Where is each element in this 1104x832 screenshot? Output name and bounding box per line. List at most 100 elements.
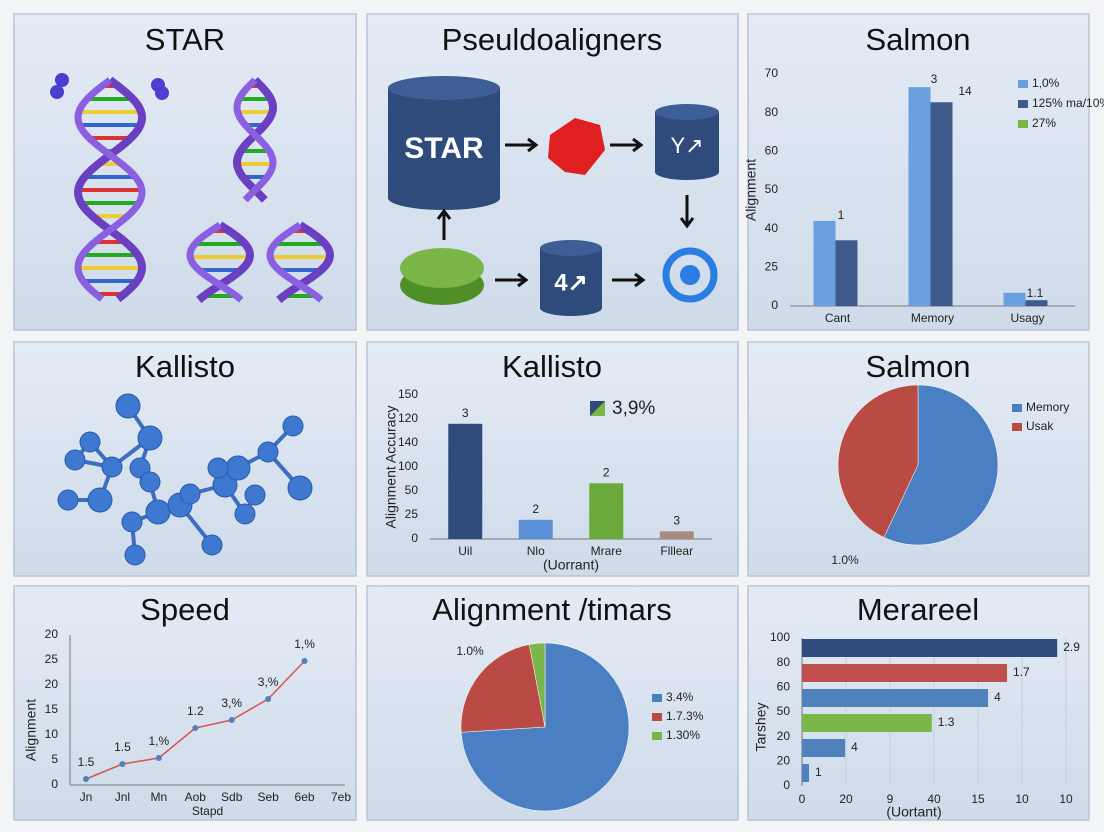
bar <box>802 714 932 732</box>
y-tick-label: 20 <box>777 729 791 743</box>
bar <box>835 240 858 306</box>
y-axis-label: Alignment Accuracy <box>383 406 399 529</box>
annotation: 1 <box>815 765 822 779</box>
annotation: 1,% <box>149 734 170 748</box>
y-tick-label: 140 <box>398 435 418 449</box>
bar <box>813 220 836 306</box>
legend-swatch <box>1018 100 1028 108</box>
x-tick-label: 40 <box>927 792 941 806</box>
x-tick-label: 7eb <box>331 790 351 804</box>
marker <box>119 761 126 767</box>
y-axis-label: Alignment <box>743 159 759 221</box>
helix-strand <box>196 221 255 304</box>
x-tick-label: 10 <box>1015 792 1029 806</box>
annotation: 1,% <box>294 637 315 651</box>
cylinder <box>388 76 500 100</box>
y-tick-label: 100 <box>398 459 418 473</box>
pie-slice <box>460 644 546 733</box>
legend-swatch <box>1012 404 1022 412</box>
panel <box>13 585 357 821</box>
bar <box>930 102 953 306</box>
annotation: 3 <box>673 513 680 527</box>
annotation: 1.2 <box>187 704 204 718</box>
arrow <box>436 208 452 240</box>
annotation: 14 <box>958 84 972 98</box>
atom <box>79 431 101 453</box>
y-tick-label: 0 <box>411 531 418 545</box>
legend-swatch <box>652 732 662 740</box>
annotation: 3,% <box>221 696 242 710</box>
atom <box>55 73 69 87</box>
legend-swatch <box>1018 120 1028 128</box>
bar <box>802 664 1008 682</box>
bar <box>589 483 624 539</box>
atom <box>287 475 313 501</box>
cylinder <box>540 248 602 308</box>
y-tick-label: 80 <box>777 655 791 669</box>
bar <box>802 739 846 757</box>
node-label: 4↗ <box>554 269 587 296</box>
x-tick-label: Mrare <box>591 544 623 558</box>
bar <box>908 87 931 306</box>
annotation: 2.9 <box>1063 640 1080 654</box>
x-tick-label: Jnl <box>115 790 130 804</box>
chart-title: Speed <box>140 592 230 627</box>
legend-label: 3.4% <box>666 690 694 704</box>
legend-label: 3,9% <box>612 398 655 419</box>
x-tick-label: Uil <box>458 544 472 558</box>
marker <box>192 725 199 731</box>
annotation: 1.7 <box>1013 665 1030 679</box>
y-tick-label: 25 <box>405 507 419 521</box>
chart-title: Salmon <box>865 22 970 57</box>
atom <box>145 499 171 525</box>
helix-strand <box>233 77 277 203</box>
cylinder <box>388 186 500 210</box>
annotation: 1.0% <box>456 644 484 658</box>
legend-label: 1.30% <box>666 728 700 742</box>
legend-label: Memory <box>1026 400 1069 414</box>
atom <box>201 534 223 556</box>
y-tick-label: 20 <box>777 754 791 768</box>
x-tick-label: Flllear <box>660 544 693 558</box>
panel-title: STAR <box>145 22 225 57</box>
helix-strand <box>74 77 146 302</box>
y-tick-label: 10 <box>45 727 59 741</box>
marker <box>155 755 162 761</box>
helix-strand <box>74 76 146 303</box>
atom <box>244 484 266 506</box>
annotation: 3 <box>931 72 938 86</box>
bar <box>1003 292 1026 306</box>
annotation: 1.5 <box>78 755 95 769</box>
bar <box>802 764 810 782</box>
atom <box>139 471 161 493</box>
atom <box>101 456 123 478</box>
atom <box>57 489 79 511</box>
annotation: 1.5 <box>114 740 131 754</box>
arrow <box>505 137 539 153</box>
bar <box>802 689 989 707</box>
legend-swatch <box>1012 423 1022 431</box>
node-label: STAR <box>404 132 484 165</box>
helix-strand <box>186 222 244 303</box>
marker <box>265 696 272 702</box>
y-tick-label: 25 <box>45 652 59 666</box>
panel-title: Pseuldoaligners <box>442 22 663 57</box>
arrow <box>679 195 695 229</box>
legend-label: 125% ma/10% <box>1032 96 1104 110</box>
legend-label: 27% <box>1032 116 1056 130</box>
annotation: 4 <box>851 740 858 754</box>
arrow <box>612 272 646 288</box>
y-tick-label: 50 <box>777 704 791 718</box>
panel <box>13 13 357 331</box>
x-tick-label: 9 <box>887 792 894 806</box>
diagram: STAR Y↗ 4↗ <box>388 76 719 316</box>
y-axis-label: Alignment <box>23 699 39 761</box>
x-tick-label: Seb <box>257 790 279 804</box>
atom <box>257 441 279 463</box>
arrow <box>495 272 529 288</box>
bar <box>1025 300 1048 306</box>
atom <box>282 415 304 437</box>
